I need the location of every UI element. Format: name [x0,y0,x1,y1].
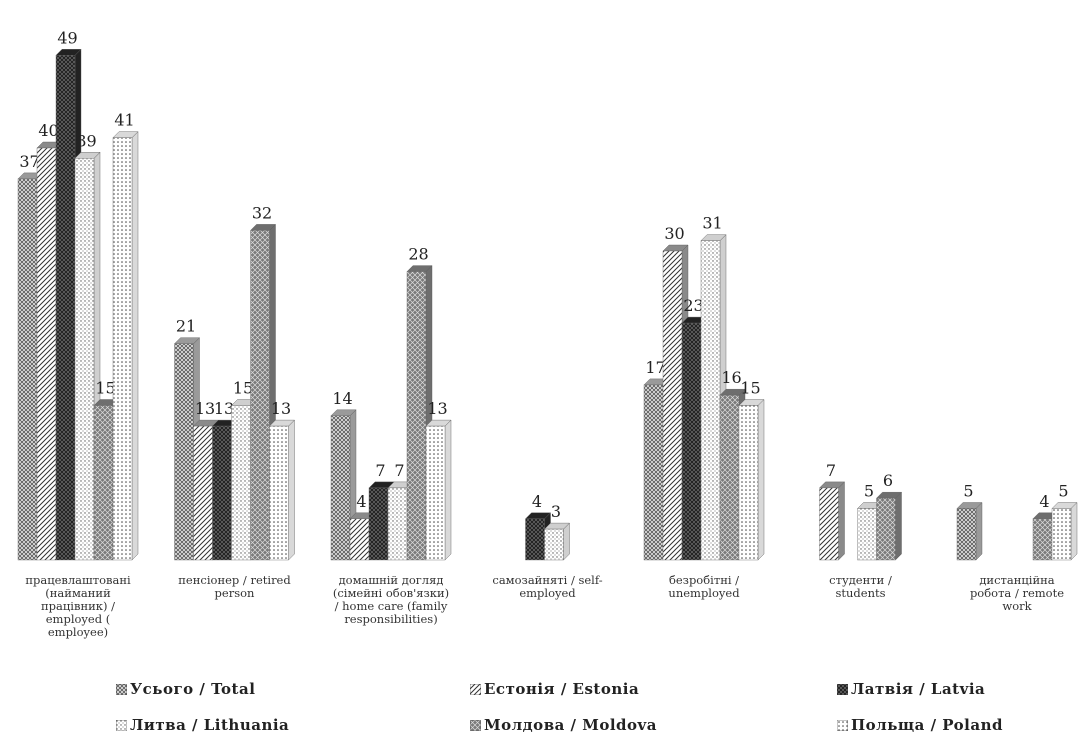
bar [1032,518,1053,561]
bar [1051,508,1072,561]
legend-item-lithuania: Литва / Lithuania [115,716,290,734]
category-label: працевлаштовані (найманий працівник) / empl… [25,573,131,639]
data-label: 5 [1058,482,1068,501]
category-label: самозайняті / self-employed [492,573,603,600]
data-label: 16 [721,368,741,387]
legend-item-estonia: Естонія / Estonia [469,680,640,698]
bar-chart: 3721141754013430749137423391573315153228… [17,28,1078,561]
bar [349,518,370,561]
data-label: 5 [864,482,874,501]
bar [525,518,545,561]
data-label: 14 [332,389,352,408]
bar [425,425,446,561]
data-label: 5 [963,482,973,501]
bar [857,508,877,561]
legend-item-poland: Польща / Poland [836,716,1003,734]
data-label: 17 [645,358,665,377]
legend: Усього / Total Естонія / Estonia Латвія … [0,672,1089,736]
bar [368,487,389,561]
category-label: дистанційна робота / remote work [969,573,1065,613]
bar-side [975,502,983,561]
bar-side [131,131,139,561]
data-label: 40 [38,121,58,140]
data-label: 39 [76,131,96,150]
data-label: 23 [683,296,703,315]
bar-side [288,419,295,561]
data-label: 13 [271,399,291,418]
bar [17,178,38,561]
bar [174,343,194,561]
bar [74,158,95,561]
data-label: 28 [408,245,428,264]
bar-side [1070,502,1078,561]
bar [330,415,351,561]
bar [406,271,427,561]
data-label: 4 [532,492,542,511]
bar [719,395,740,561]
bar [681,322,702,561]
legend-label: Польща / Poland [851,716,1003,734]
bar [738,405,759,561]
data-label: 41 [114,111,134,130]
legend-item-moldova: Молдова / Moldova [469,716,657,734]
bar [269,425,289,561]
bar [212,425,232,561]
data-label: 49 [57,28,77,47]
legend-label: Молдова / Moldova [484,716,657,734]
bar [956,508,977,561]
data-label: 15 [95,379,115,398]
data-label: 4 [356,492,366,511]
data-label: 13 [427,399,447,418]
data-label: 3 [551,502,561,521]
data-label: 13 [214,399,234,418]
bar [93,405,114,561]
legend-item-total: Усього / Total [115,680,256,698]
legend-label: Латвія / Latvia [851,680,986,698]
bar [643,384,664,561]
bar [55,55,76,561]
bar-side [757,399,765,561]
data-label: 15 [233,379,253,398]
bar [250,230,270,561]
bar [387,487,408,561]
bar [193,425,213,561]
bar [544,528,564,561]
category-label: домашній догляд (сімейні обов'язки) / home… [332,573,450,626]
bar [662,250,683,561]
data-label: 6 [883,471,893,490]
data-label: 32 [252,203,272,222]
category-label: безробітні / unemployed [668,573,740,600]
data-label: 13 [195,399,215,418]
bar-side [563,522,570,561]
bar-side [895,491,902,561]
data-label: 37 [19,152,39,171]
legend-item-latvia: Латвія / Latvia [836,680,986,698]
data-label: 15 [740,379,760,398]
data-label: 30 [664,224,684,243]
data-label: 7 [375,461,385,480]
bar-side [838,481,845,561]
data-label: 4 [1039,492,1049,511]
category-label: студенти / students [829,573,892,600]
data-label: 7 [826,461,836,480]
category-label: пенсіонер / retired person [178,573,291,600]
data-label: 31 [702,214,722,233]
bar [112,137,133,561]
bar [700,240,721,561]
bar [876,498,896,561]
bar [231,405,251,561]
data-label: 7 [394,461,404,480]
legend-label: Литва / Lithuania [130,716,290,734]
data-label: 21 [176,317,196,336]
bar [36,147,57,561]
bar-side [444,419,452,561]
bar [819,487,839,561]
legend-label: Естонія / Estonia [484,680,640,698]
legend-label: Усього / Total [130,680,256,698]
